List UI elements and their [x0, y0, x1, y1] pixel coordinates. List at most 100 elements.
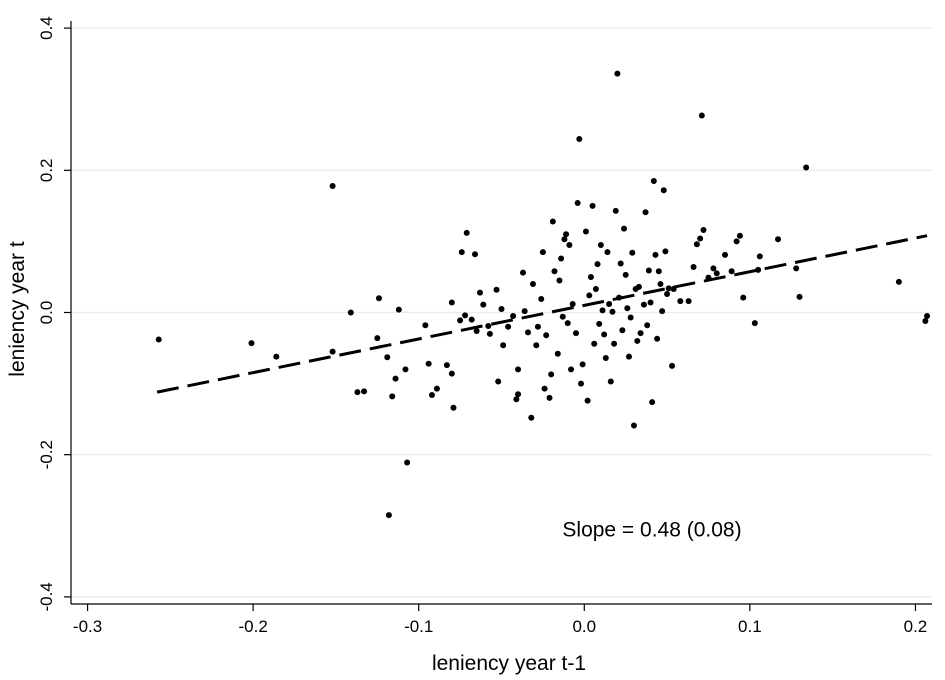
- data-point: [568, 366, 575, 373]
- data-point: [395, 306, 402, 313]
- data-point: [543, 332, 550, 339]
- data-point: [563, 231, 570, 238]
- data-point: [554, 350, 561, 357]
- data-point: [539, 249, 546, 256]
- data-point: [677, 298, 684, 305]
- data-point: [404, 459, 411, 466]
- data-point: [756, 253, 763, 260]
- data-point: [473, 327, 480, 334]
- x-tick-label: -0.1: [404, 617, 433, 636]
- data-point: [533, 342, 540, 349]
- data-point: [468, 316, 475, 323]
- data-point: [505, 323, 512, 330]
- data-point: [700, 227, 707, 234]
- data-point: [574, 200, 581, 207]
- data-point: [392, 375, 399, 382]
- data-point: [621, 225, 628, 232]
- data-point: [649, 399, 656, 406]
- data-point: [594, 261, 601, 268]
- x-axis-title: leniency year t-1: [432, 652, 586, 675]
- data-point: [374, 335, 381, 342]
- data-point: [587, 273, 594, 280]
- data-point: [573, 330, 580, 337]
- data-point: [693, 241, 700, 248]
- data-point: [895, 278, 902, 285]
- data-point: [592, 286, 599, 293]
- data-point: [635, 283, 642, 290]
- data-point: [642, 209, 649, 216]
- data-point: [422, 322, 429, 329]
- data-point: [384, 354, 391, 361]
- data-point: [662, 248, 669, 255]
- y-axis-title: leniency year t: [6, 241, 29, 377]
- data-point: [619, 327, 626, 334]
- data-point: [655, 268, 662, 275]
- y-tick-label: -0.4: [37, 582, 56, 611]
- data-point: [495, 378, 502, 385]
- data-point: [524, 329, 531, 336]
- data-point: [736, 232, 743, 239]
- data-point: [922, 318, 929, 325]
- data-point: [796, 293, 803, 300]
- x-tick-label: 0.2: [904, 617, 928, 636]
- data-point: [685, 298, 692, 305]
- data-point: [480, 301, 487, 308]
- data-point: [402, 366, 409, 373]
- data-point: [630, 422, 637, 429]
- data-point: [546, 394, 553, 401]
- data-point: [556, 277, 563, 284]
- data-point: [520, 269, 527, 276]
- data-point: [566, 241, 573, 248]
- data-point: [599, 307, 606, 314]
- data-point: [577, 380, 584, 387]
- x-tick-label: 0.0: [572, 617, 596, 636]
- data-point: [561, 236, 568, 243]
- data-point: [248, 340, 255, 347]
- y-tick-label: 0.0: [37, 301, 56, 325]
- data-point: [652, 251, 659, 258]
- data-point: [375, 295, 382, 302]
- data-point: [669, 362, 676, 369]
- data-point: [443, 362, 450, 369]
- data-point: [597, 241, 604, 248]
- data-point: [541, 385, 548, 392]
- data-point: [654, 335, 661, 342]
- slope-annotation: Slope = 0.48 (0.08): [562, 518, 741, 541]
- data-point: [629, 249, 636, 256]
- data-point: [627, 314, 634, 321]
- data-point: [690, 263, 697, 270]
- y-tick-label: 0.2: [37, 158, 56, 182]
- data-point: [625, 353, 632, 360]
- data-point: [476, 289, 483, 296]
- data-point: [485, 323, 492, 330]
- data-point: [607, 378, 614, 385]
- data-point: [569, 300, 576, 307]
- data-point: [609, 308, 616, 315]
- data-point: [548, 371, 555, 378]
- data-point: [534, 323, 541, 330]
- data-point: [698, 112, 705, 119]
- data-point: [793, 265, 800, 272]
- x-tick-label: -0.2: [238, 617, 267, 636]
- data-point: [660, 187, 667, 194]
- data-point: [614, 70, 621, 77]
- data-point: [458, 249, 465, 256]
- x-tick-label: -0.3: [73, 617, 102, 636]
- data-point: [510, 313, 517, 320]
- data-point: [549, 218, 556, 225]
- data-point: [591, 340, 598, 347]
- data-point: [637, 330, 644, 337]
- data-point: [564, 320, 571, 327]
- x-tick-label: 0.1: [738, 617, 762, 636]
- fit-line: [156, 234, 928, 394]
- data-point: [579, 361, 586, 368]
- data-point: [425, 360, 432, 367]
- data-point: [498, 305, 505, 312]
- data-point: [751, 320, 758, 327]
- data-point: [558, 255, 565, 262]
- data-point: [670, 286, 677, 293]
- data-point: [450, 404, 457, 411]
- data-point: [728, 268, 735, 275]
- data-point: [329, 348, 336, 355]
